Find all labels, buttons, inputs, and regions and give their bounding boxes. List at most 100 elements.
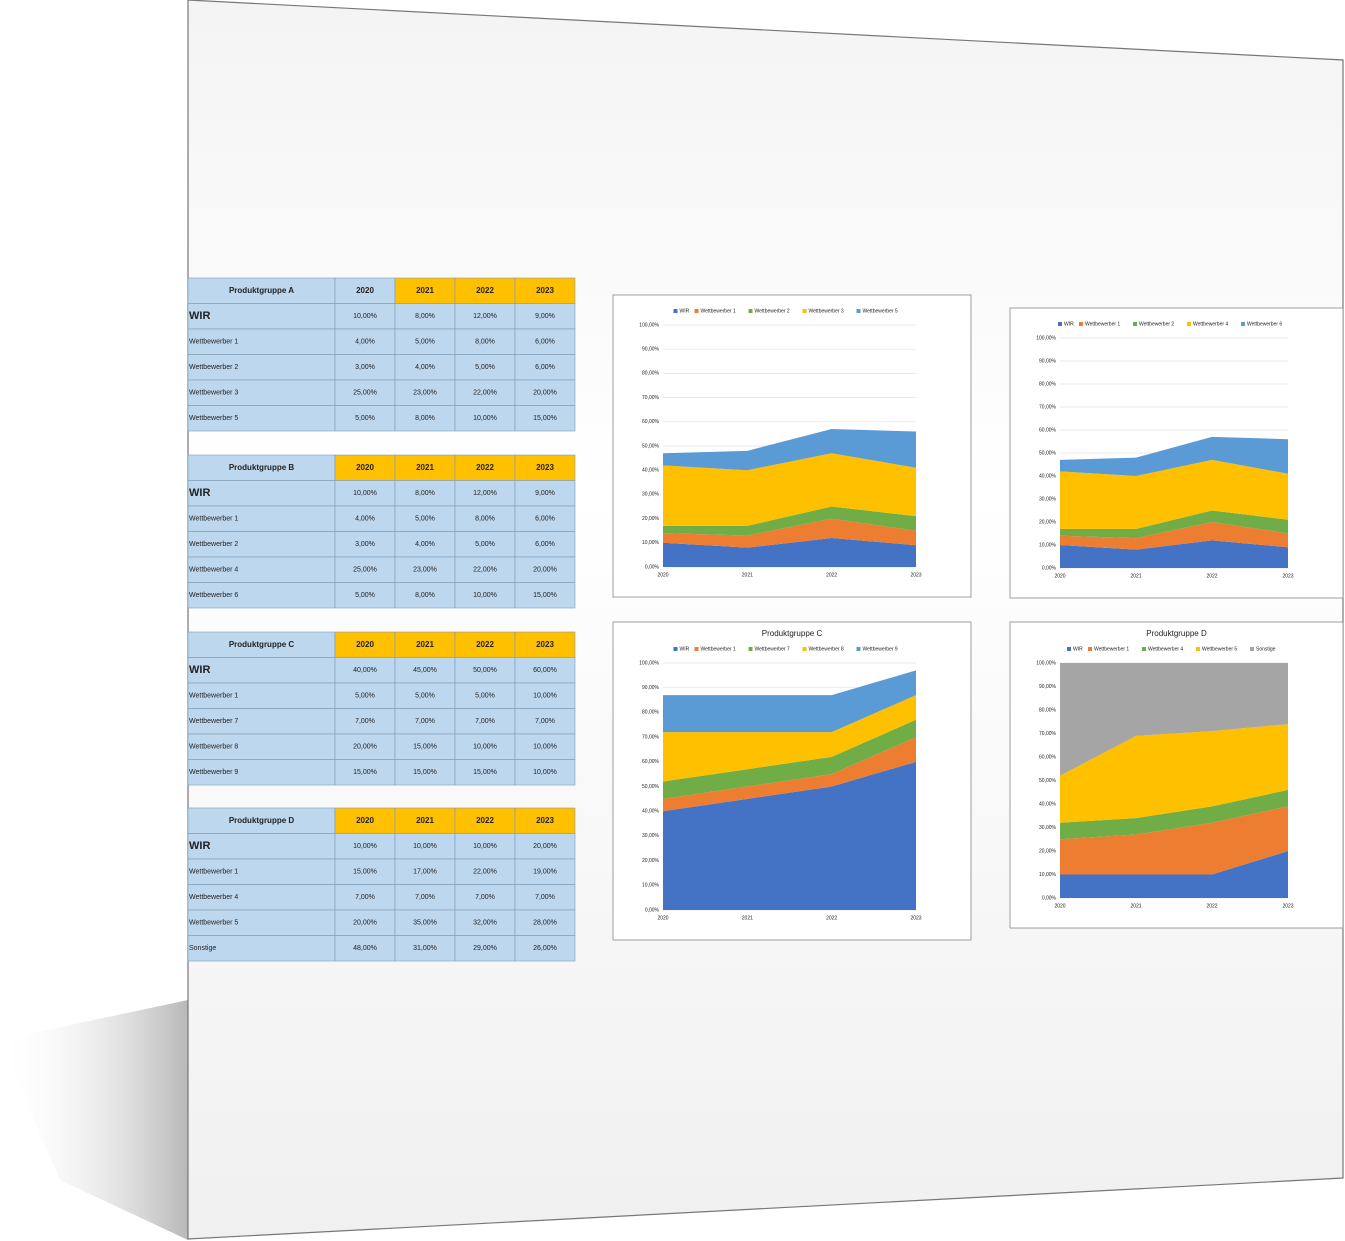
value-cell [514,354,576,381]
cell-value: 45,00% [413,667,437,674]
value-cell [334,759,396,786]
year-label: 2022 [476,640,494,649]
row-label: Wettbewerber 4 [189,894,238,901]
value-cell [514,935,576,962]
y-tick-label: 0,00% [645,564,660,570]
y-tick-label: 10,00% [1039,542,1057,548]
cell-value: 60,00% [533,667,557,674]
cell-value: 20,00% [533,843,557,850]
value-cell [454,328,516,355]
year-label: 2023 [536,463,554,472]
row-label: Wettbewerber 6 [189,592,238,599]
row-label: Wettbewerber 2 [189,364,238,371]
legend-label: WIR [1064,321,1074,327]
y-tick-label: 50,00% [1039,450,1057,456]
row-label: Wettbewerber 9 [189,769,238,776]
area [663,695,916,782]
area [1060,540,1288,568]
legend-label: Wettbewerber 4 [1148,646,1183,652]
cell-value: 8,00% [415,415,435,422]
value-cell [394,657,456,684]
row-label: Wettbewerber 1 [189,339,238,346]
value-cell [334,379,396,406]
value-cell [394,733,456,760]
row-label: Wettbewerber 5 [189,415,238,422]
value-cell [334,733,396,760]
value-cell [454,556,516,583]
x-tick-label: 2021 [742,572,753,578]
row-label: Wettbewerber 7 [189,718,238,725]
cell-value: 10,00% [473,592,497,599]
cell-value: 20,00% [533,567,557,574]
legend-swatch [1133,322,1137,326]
cell-value: 5,00% [475,364,495,371]
cell-value: 23,00% [413,390,437,397]
y-tick-label: 20,00% [642,858,660,864]
value-cell [514,884,576,911]
cell-value: 22,00% [473,567,497,574]
y-tick-label: 30,00% [642,833,660,839]
year-cell [454,807,516,834]
y-tick-label: 10,00% [1039,872,1057,878]
value-cell [454,858,516,885]
cell-value: 5,00% [355,592,375,599]
y-tick-label: 50,00% [1039,778,1057,784]
value-cell [334,884,396,911]
cell-value: 22,00% [473,390,497,397]
year-label: 2023 [536,286,554,295]
row-label: Wettbewerber 5 [189,920,238,927]
cell-value: 5,00% [475,693,495,700]
cell-value: 12,00% [473,490,497,497]
cell-value: 12,00% [473,313,497,320]
y-tick-label: 30,00% [1039,496,1057,502]
value-cell [454,733,516,760]
x-tick-label: 2022 [1206,903,1217,909]
row-label-cell [187,303,336,330]
value-cell [394,708,456,735]
row-label: WIR [189,487,210,499]
cell-value: 10,00% [533,744,557,751]
legend-swatch [1187,322,1191,326]
legend-swatch [694,309,699,313]
cell-value: 32,00% [473,920,497,927]
value-cell [514,909,576,936]
x-tick-label: 2020 [657,572,668,578]
area [1060,663,1288,776]
legend-swatch [1196,647,1200,651]
legend-label: Wettbewerber 1 [701,308,736,314]
value-cell [514,379,576,406]
cell-value: 22,00% [473,869,497,876]
y-tick-label: 60,00% [642,419,660,425]
area [1060,724,1288,823]
cell-value: 8,00% [475,516,495,523]
row-label: Sonstige [189,945,216,952]
x-tick-label: 2021 [1130,903,1141,909]
cell-value: 19,00% [533,869,557,876]
year-label: 2021 [416,463,434,472]
legend-label: Wettbewerber 1 [701,646,736,652]
table-title: Produktgruppe B [229,463,295,472]
cell-value: 8,00% [415,313,435,320]
value-cell [454,682,516,709]
legend-swatch [673,647,678,651]
y-tick-label: 90,00% [1039,358,1057,364]
cell-value: 4,00% [355,339,375,346]
y-tick-label: 40,00% [642,468,660,474]
cell-value: 6,00% [535,339,555,346]
legend-swatch [1067,647,1071,651]
y-tick-label: 30,00% [1039,825,1057,831]
value-cell [334,682,396,709]
cell-value: 23,00% [413,567,437,574]
value-cell [454,582,516,609]
legend-swatch [856,309,861,313]
legend-label: Wettbewerber 4 [1193,321,1228,327]
cell-value: 3,00% [355,541,375,548]
legend-label: Wettbewerber 5 [863,308,898,314]
row-label-cell [187,480,336,507]
x-tick-label: 2020 [657,915,668,921]
value-cell [394,884,456,911]
row-label-cell [187,733,336,760]
year-label: 2022 [476,286,494,295]
year-cell [514,807,576,834]
